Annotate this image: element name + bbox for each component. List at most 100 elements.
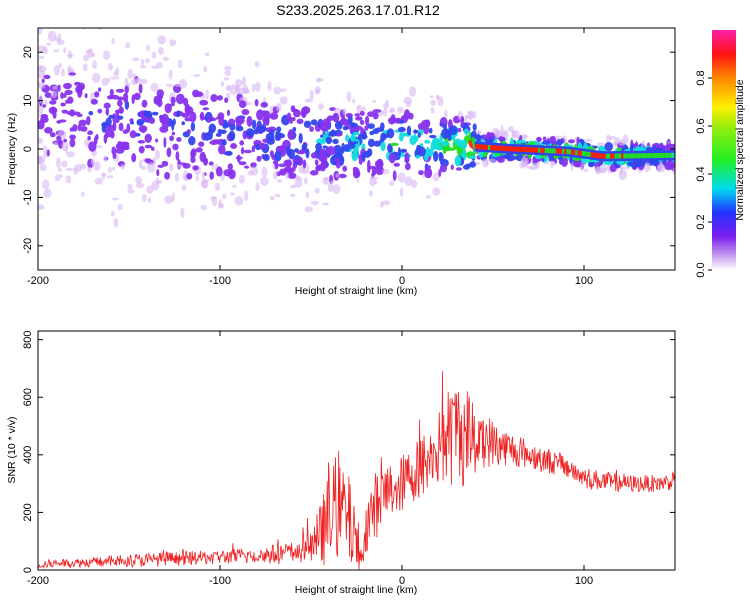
spectrogram-blob <box>315 164 323 171</box>
colorbar-tick-label: 0.8 <box>695 70 707 85</box>
spectrogram-blob <box>356 105 360 110</box>
spectrogram-blob <box>131 94 135 105</box>
spectrogram-ridge <box>514 146 517 152</box>
spectrogram-blob <box>356 179 360 183</box>
spectrogram-blob <box>235 125 244 132</box>
spectrogram-blob <box>464 163 473 168</box>
spectrogram-blob <box>135 182 145 189</box>
spectrogram-ridge <box>669 152 672 158</box>
spectrogram-ridge <box>575 150 578 156</box>
spectrogram-ridge <box>614 153 618 159</box>
spectrogram-blob <box>228 169 236 180</box>
spectrogram-blob <box>276 126 282 132</box>
spectrogram-blob <box>49 100 57 105</box>
spectrogram-blob <box>403 109 411 121</box>
spectrogram-blob <box>317 78 324 82</box>
spectrogram-ridge <box>549 148 552 154</box>
spectrogram-ridge <box>494 145 497 151</box>
spectrogram-blob <box>84 138 90 148</box>
spectrogram-blob <box>69 134 76 140</box>
spectrogram-blob <box>238 100 247 108</box>
spectrogram-blob <box>169 39 177 47</box>
spectrogram-blob <box>666 160 675 169</box>
spectrogram-blob <box>276 179 283 183</box>
spectrogram-blob <box>382 200 391 206</box>
spectrogram-ridge <box>594 152 598 158</box>
spectrogram-blob <box>273 86 282 95</box>
spectrogram-blob <box>144 144 153 149</box>
spectrogram-blob <box>138 83 143 94</box>
chart-title: S233.2025.263.17.01.R12 <box>276 2 440 18</box>
spectrogram-blob <box>292 126 297 132</box>
spectrogram-blob <box>110 76 120 80</box>
spectrogram-blob <box>499 136 503 142</box>
spectrogram-ridge <box>553 148 556 154</box>
spectrogram-blob <box>57 84 61 92</box>
spectrogram-y-tick-label: -10 <box>22 189 34 205</box>
spectrogram-blob <box>97 108 103 114</box>
spectrogram-blob <box>251 83 256 93</box>
spectrogram-blob <box>345 134 350 142</box>
spectrogram-blob <box>371 166 377 176</box>
spectrogram-blob <box>470 130 477 140</box>
spectrogram-blob <box>388 109 394 113</box>
spectrogram-blob <box>406 125 412 136</box>
spectrogram-blob <box>203 132 211 141</box>
spectrogram-blob <box>46 42 52 46</box>
spectrogram-blob <box>138 145 145 154</box>
spectrogram-blob <box>437 96 444 107</box>
spectrogram-ridge <box>627 153 631 159</box>
spectrogram-blob <box>292 158 299 163</box>
spectrogram-ridge <box>664 152 668 158</box>
spectrogram-blob <box>292 116 296 122</box>
spectrogram-blob <box>274 193 281 198</box>
spectrogram-blob <box>298 157 303 165</box>
spectrogram-ridge <box>474 144 478 150</box>
spectrogram-blob <box>112 152 117 159</box>
spectrogram-blob <box>65 144 69 154</box>
spectrogram-ridge <box>529 147 532 153</box>
spectrogram-blob <box>557 156 564 161</box>
spectrogram-blob <box>147 197 152 204</box>
spectrogram-blob <box>53 64 60 76</box>
spectrogram-blob <box>94 177 103 185</box>
spectrogram-blob <box>549 135 556 145</box>
spectrogram-ridge <box>608 153 611 159</box>
spectrogram-blob <box>79 163 87 170</box>
spectrogram-blob <box>454 138 462 147</box>
spectrogram-ridge <box>560 148 563 154</box>
spectrogram-blob <box>184 117 192 122</box>
spectrogram-blob <box>64 89 73 96</box>
spectrogram-blob <box>207 115 212 123</box>
spectrogram-blob <box>222 122 231 128</box>
spectrogram-blob <box>443 123 447 131</box>
spectrogram-ridge <box>483 144 486 150</box>
spectrogram-blob <box>398 132 404 142</box>
spectrogram-blob <box>65 175 72 184</box>
spectrogram-blob <box>283 159 293 167</box>
spectrogram-blob <box>234 196 244 206</box>
spectrogram-blob <box>90 158 96 166</box>
spectrogram-blob <box>38 64 43 70</box>
spectrogram-blob <box>38 80 41 90</box>
spectrogram-blob <box>244 165 250 169</box>
spectrogram-blob <box>44 127 53 134</box>
spectrogram-blob <box>301 143 307 151</box>
spectrogram-blob <box>397 147 401 158</box>
spectrogram-blob <box>113 71 118 76</box>
colorbar: 0.0 0.2 0.4 0.6 0.8 Normalized spectral ampl… <box>695 30 746 278</box>
spectrogram-blob <box>180 207 185 219</box>
spectrogram-blob <box>353 167 360 178</box>
spectrogram-blob <box>467 110 474 121</box>
spectrogram-blob <box>235 156 243 160</box>
spectrogram-blob <box>512 135 521 139</box>
spectrogram-blob <box>395 118 402 122</box>
spectrogram-blob <box>126 82 131 87</box>
colorbar-label: Normalized spectral amplitude <box>734 79 746 220</box>
spectrogram-blob <box>596 142 605 147</box>
spectrogram-blob <box>56 135 62 141</box>
spectrogram-blob <box>98 87 102 92</box>
spectrogram-blob <box>352 98 356 104</box>
spectrogram-blob <box>38 55 45 60</box>
spectrogram-blob <box>114 118 120 124</box>
